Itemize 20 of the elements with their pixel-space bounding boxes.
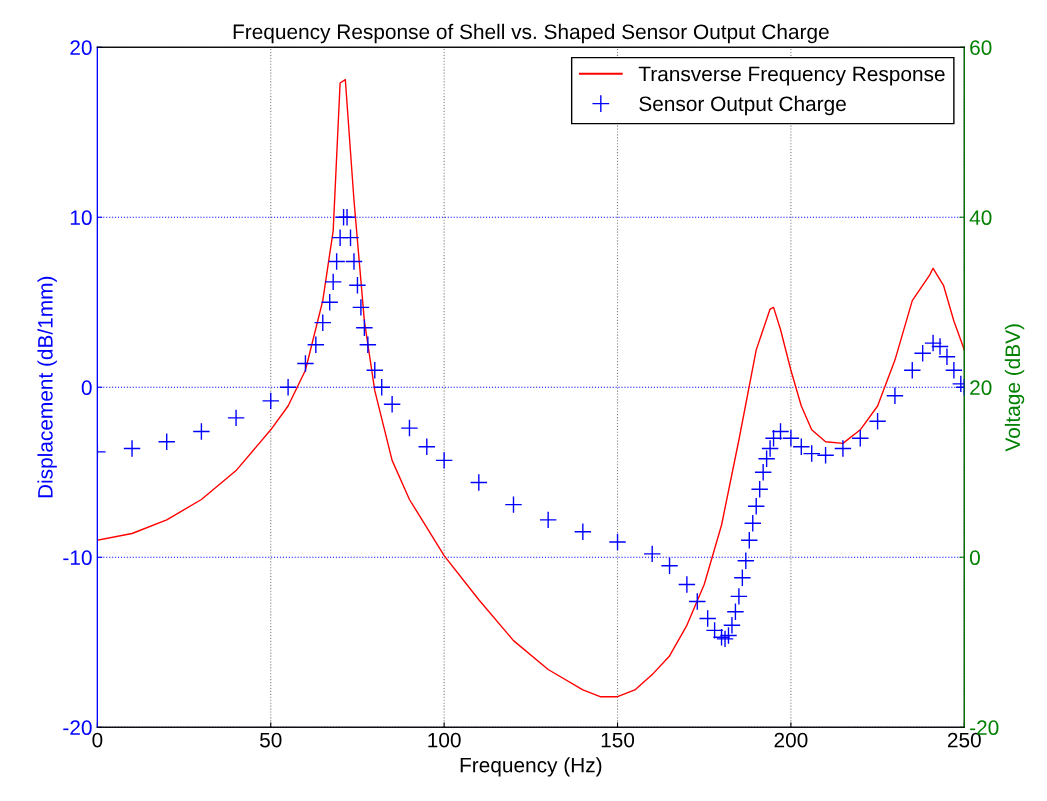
x-tick-label: 0 [92, 732, 103, 748]
y-tick-label: 10 [70, 210, 92, 226]
x-tick-label: 100 [428, 732, 461, 748]
legend-label: Transverse Frequency Response [638, 66, 945, 86]
x-tick-label: 150 [601, 732, 635, 748]
x-tick-label: 50 [260, 732, 282, 748]
chart-title: Frequency Response of Shell vs. Shaped Sensor Output Charge [233, 23, 829, 44]
legend-label: Sensor Output Charge [639, 95, 846, 116]
y2-axis-title: Voltage (dBV) [1004, 324, 1025, 452]
y-tick-label: -20 [63, 720, 92, 736]
x-axis-title: Frequency (Hz) [460, 757, 602, 777]
x-tick-label: 200 [774, 732, 808, 748]
y-tick-label: 0 [81, 380, 92, 396]
y2-tick-label: 40 [969, 210, 992, 226]
y-tick-label: -10 [63, 550, 92, 566]
y2-tick-label: 0 [969, 550, 980, 566]
y-tick-label: 20 [70, 40, 92, 56]
y2-tick-label: 60 [970, 40, 992, 56]
y-axis-title: Displacement (dB/1mm) [37, 276, 57, 498]
y2-tick-label: 20 [970, 380, 992, 396]
